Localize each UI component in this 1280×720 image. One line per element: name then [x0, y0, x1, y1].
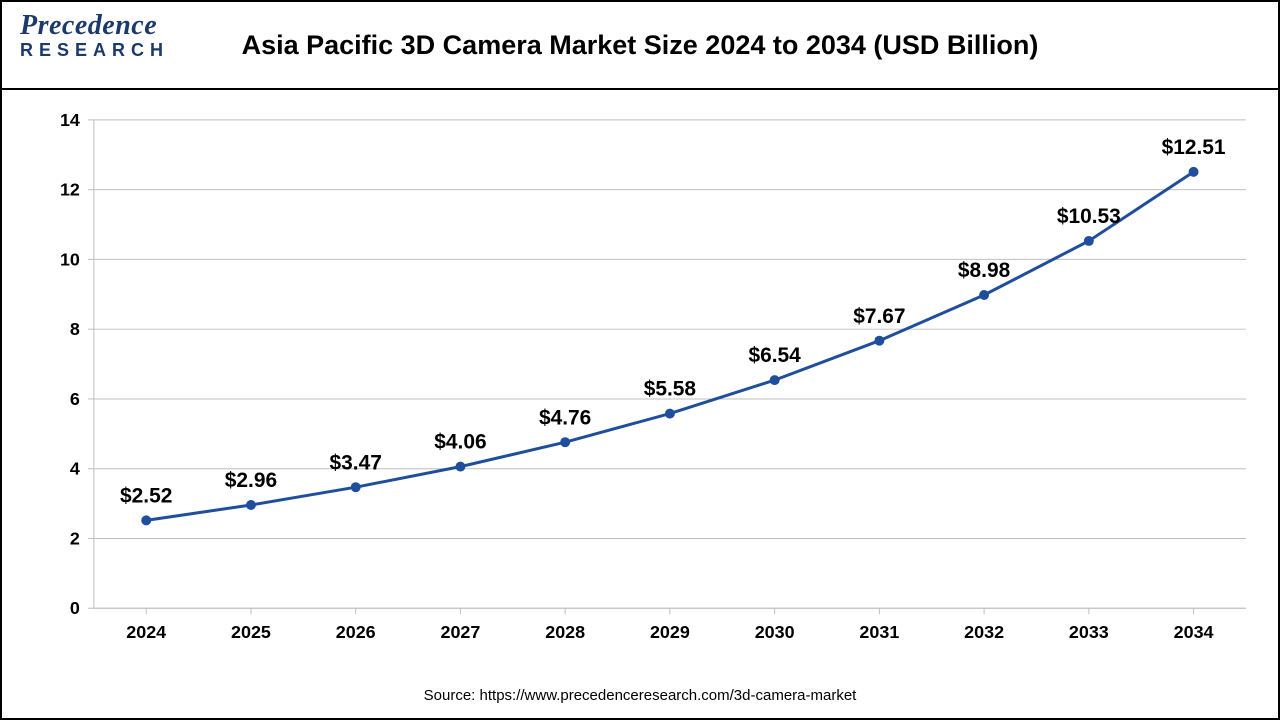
logo-bottom-text: RESEARCH	[20, 40, 220, 61]
chart-source: Source: https://www.precedenceresearch.c…	[2, 687, 1278, 704]
brand-logo: Precedence RESEARCH	[20, 10, 220, 61]
data-marker	[770, 375, 780, 385]
x-tick-label: 2027	[440, 622, 480, 642]
chart-frame: Precedence RESEARCH Asia Pacific 3D Came…	[0, 0, 1280, 720]
y-tick-label: 2	[70, 528, 80, 548]
data-marker	[1084, 236, 1094, 246]
data-label: $4.76	[539, 406, 591, 429]
data-label: $2.52	[120, 484, 172, 507]
data-label: $10.53	[1057, 205, 1121, 228]
data-label: $12.51	[1162, 136, 1226, 159]
data-label: $6.54	[748, 344, 801, 367]
data-label: $2.96	[225, 469, 277, 492]
data-marker	[979, 290, 989, 300]
data-marker	[246, 500, 256, 510]
x-tick-label: 2026	[336, 622, 376, 642]
line-chart-svg: 0 2 4 6 8 10 12 14 2024 2025 2026 2027 2028 2029 2030 2…	[2, 90, 1278, 678]
data-marker	[874, 336, 884, 346]
x-tick-label: 2033	[1069, 622, 1109, 642]
data-label: $3.47	[330, 451, 382, 474]
x-tick-label: 2025	[231, 622, 271, 642]
x-tick-label: 2031	[859, 622, 899, 642]
data-marker	[665, 409, 675, 419]
data-marker	[1189, 167, 1199, 177]
data-label: $8.98	[958, 259, 1010, 282]
logo-top-text: Precedence	[20, 10, 220, 42]
x-tick-label: 2030	[755, 622, 795, 642]
y-tick-label: 8	[70, 319, 80, 339]
data-label: $7.67	[853, 305, 905, 328]
data-label: $5.58	[644, 378, 696, 401]
y-tick-label: 12	[60, 180, 80, 200]
data-line	[146, 172, 1193, 520]
x-tick-label: 2032	[964, 622, 1004, 642]
y-tick-label: 0	[70, 598, 80, 618]
y-tick-label: 4	[70, 459, 80, 479]
chart-area: 0 2 4 6 8 10 12 14 2024 2025 2026 2027 2028 2029 2030 2…	[2, 90, 1278, 718]
data-marker	[455, 462, 465, 472]
data-marker	[560, 437, 570, 447]
y-tick-label: 10	[60, 249, 80, 269]
y-tick-label: 6	[70, 389, 80, 409]
data-marker	[141, 515, 151, 525]
y-tick-label: 14	[60, 110, 80, 130]
data-marker	[351, 482, 361, 492]
data-label: $4.06	[434, 431, 486, 454]
header-bar: Precedence RESEARCH Asia Pacific 3D Came…	[2, 2, 1278, 90]
x-tick-label: 2029	[650, 622, 690, 642]
x-tick-label: 2024	[126, 622, 166, 642]
x-tick-label: 2034	[1174, 622, 1214, 642]
x-tick-label: 2028	[545, 622, 585, 642]
